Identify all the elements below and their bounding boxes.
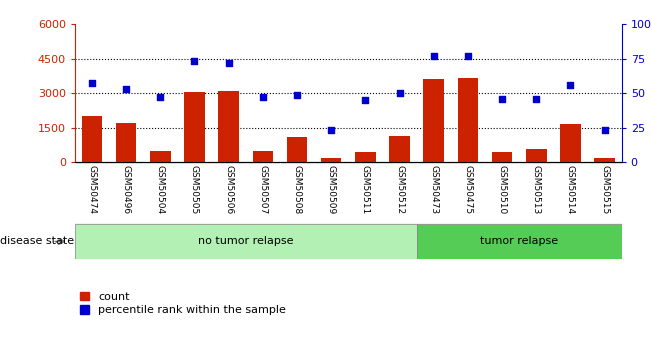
- Text: GSM50505: GSM50505: [190, 165, 199, 215]
- Text: disease state: disease state: [0, 237, 74, 246]
- Bar: [150, 151, 171, 162]
- Text: GSM50513: GSM50513: [532, 165, 541, 215]
- Bar: [219, 91, 239, 162]
- Text: GSM50475: GSM50475: [464, 165, 473, 214]
- Text: no tumor relapse: no tumor relapse: [198, 237, 294, 246]
- Point: [531, 96, 542, 101]
- Text: tumor relapse: tumor relapse: [480, 237, 559, 246]
- Point: [292, 92, 302, 97]
- Point: [360, 97, 370, 103]
- Bar: [355, 152, 376, 162]
- Point: [155, 95, 165, 100]
- Bar: [492, 152, 512, 162]
- Bar: [253, 151, 273, 162]
- Text: GSM50514: GSM50514: [566, 165, 575, 214]
- Text: GSM50504: GSM50504: [156, 165, 165, 214]
- Bar: [389, 136, 409, 162]
- Point: [497, 96, 507, 101]
- Bar: [82, 116, 102, 162]
- Point: [600, 128, 610, 133]
- Text: GSM50496: GSM50496: [122, 165, 131, 214]
- Point: [428, 53, 439, 59]
- Bar: [286, 137, 307, 162]
- Text: GSM50506: GSM50506: [224, 165, 233, 215]
- Text: GSM50474: GSM50474: [87, 165, 96, 214]
- Bar: [321, 158, 341, 162]
- Point: [189, 59, 200, 64]
- Text: GSM50512: GSM50512: [395, 165, 404, 214]
- FancyBboxPatch shape: [417, 224, 622, 259]
- Point: [463, 53, 473, 59]
- Text: GSM50509: GSM50509: [327, 165, 336, 215]
- Text: GSM50510: GSM50510: [497, 165, 506, 215]
- Point: [395, 90, 405, 96]
- Point: [258, 95, 268, 100]
- Bar: [423, 79, 444, 162]
- Text: GSM50515: GSM50515: [600, 165, 609, 215]
- Text: GSM50511: GSM50511: [361, 165, 370, 215]
- FancyBboxPatch shape: [75, 224, 417, 259]
- Bar: [560, 124, 581, 162]
- Legend: count, percentile rank within the sample: count, percentile rank within the sample: [81, 292, 286, 315]
- Bar: [116, 123, 137, 162]
- Text: GSM50508: GSM50508: [292, 165, 301, 215]
- Bar: [184, 92, 204, 162]
- Point: [326, 128, 337, 133]
- Bar: [458, 78, 478, 162]
- Bar: [594, 158, 615, 162]
- Bar: [526, 149, 546, 162]
- Point: [223, 60, 234, 66]
- Point: [87, 81, 97, 86]
- Point: [121, 86, 132, 92]
- Text: GSM50473: GSM50473: [429, 165, 438, 214]
- Text: GSM50507: GSM50507: [258, 165, 268, 215]
- Point: [565, 82, 575, 88]
